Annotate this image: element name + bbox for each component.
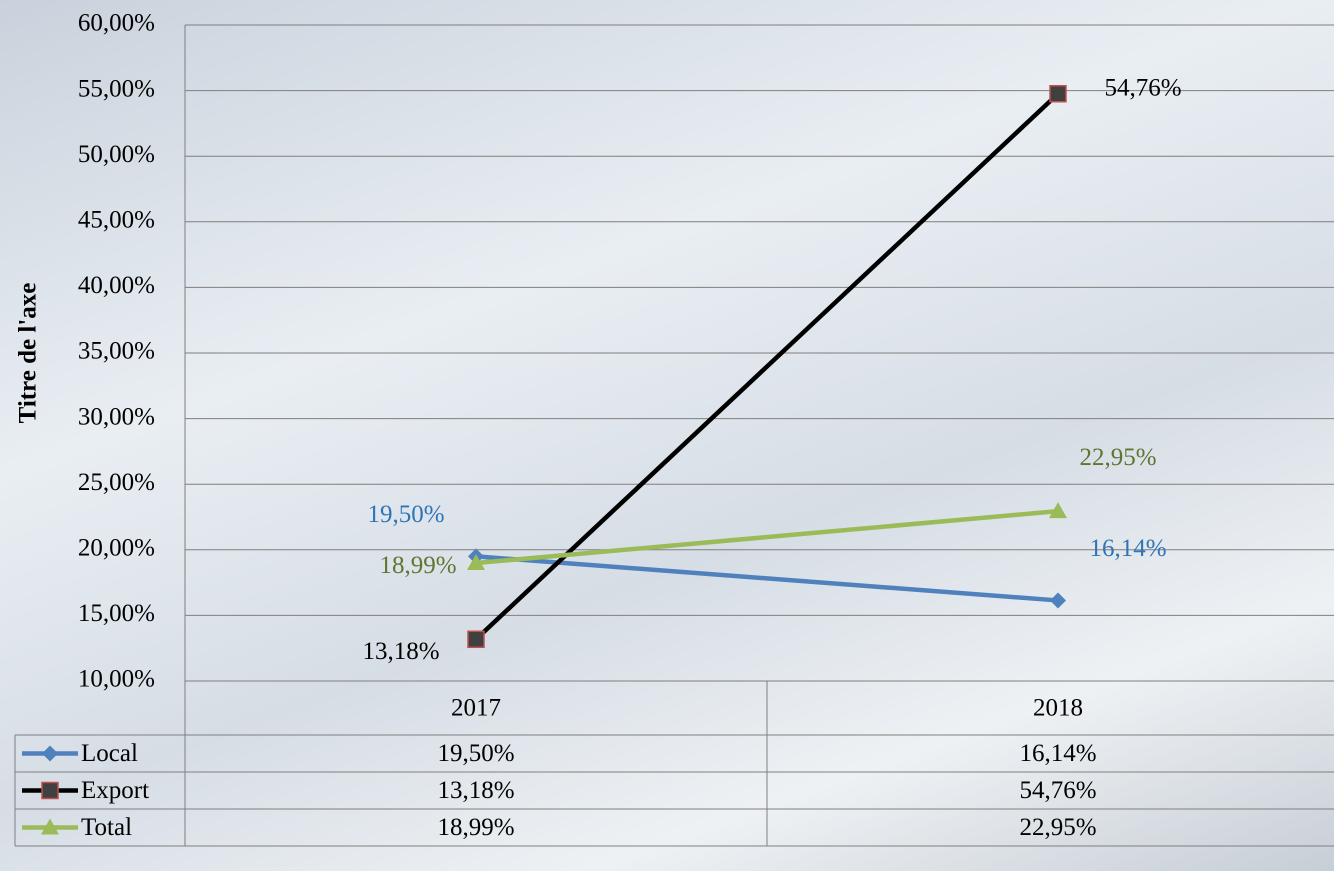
y-tick-label: 60,00% bbox=[78, 10, 155, 37]
legend-label: Local bbox=[81, 740, 138, 767]
marker bbox=[1050, 86, 1066, 102]
x-tick-label: 2018 bbox=[1033, 695, 1083, 722]
table-cell: 54,76% bbox=[1019, 777, 1096, 804]
table-cell: 13,18% bbox=[437, 777, 514, 804]
data-label: 22,95% bbox=[1079, 444, 1156, 471]
y-tick-label: 10,00% bbox=[78, 666, 155, 693]
y-tick-label: 20,00% bbox=[78, 535, 155, 562]
data-label: 13,18% bbox=[362, 638, 439, 665]
table-cell: 16,14% bbox=[1019, 740, 1096, 767]
legend-label: Export bbox=[81, 777, 149, 804]
table-cell: 18,99% bbox=[437, 814, 514, 841]
legend-marker bbox=[42, 783, 58, 799]
table-cell: 19,50% bbox=[437, 740, 514, 767]
marker bbox=[468, 631, 484, 647]
series-line bbox=[476, 511, 1058, 563]
series-line bbox=[476, 556, 1058, 600]
y-tick-label: 30,00% bbox=[78, 403, 155, 430]
legend-label: Total bbox=[81, 814, 132, 841]
y-tick-label: 15,00% bbox=[78, 600, 155, 627]
y-tick-label: 25,00% bbox=[78, 469, 155, 496]
y-tick-label: 50,00% bbox=[78, 141, 155, 168]
y-tick-label: 35,00% bbox=[78, 338, 155, 365]
marker bbox=[1050, 592, 1066, 608]
data-label: 16,14% bbox=[1089, 535, 1166, 562]
marker bbox=[42, 783, 58, 799]
marker bbox=[42, 746, 58, 762]
y-tick-label: 45,00% bbox=[78, 207, 155, 234]
data-label: 19,50% bbox=[367, 501, 444, 528]
table-cell: 22,95% bbox=[1019, 814, 1096, 841]
legend-marker bbox=[42, 746, 58, 762]
chart: Titre de l'axe 10,00% 15,00% 20,00% 25,00% 3… bbox=[0, 0, 1334, 871]
y-axis-title: Titre de l'axe bbox=[15, 283, 42, 424]
y-tick-label: 40,00% bbox=[78, 272, 155, 299]
x-tick-label: 2017 bbox=[451, 695, 501, 722]
data-label: 18,99% bbox=[379, 552, 456, 579]
y-tick-label: 55,00% bbox=[78, 75, 155, 102]
data-label: 54,76% bbox=[1104, 74, 1181, 101]
